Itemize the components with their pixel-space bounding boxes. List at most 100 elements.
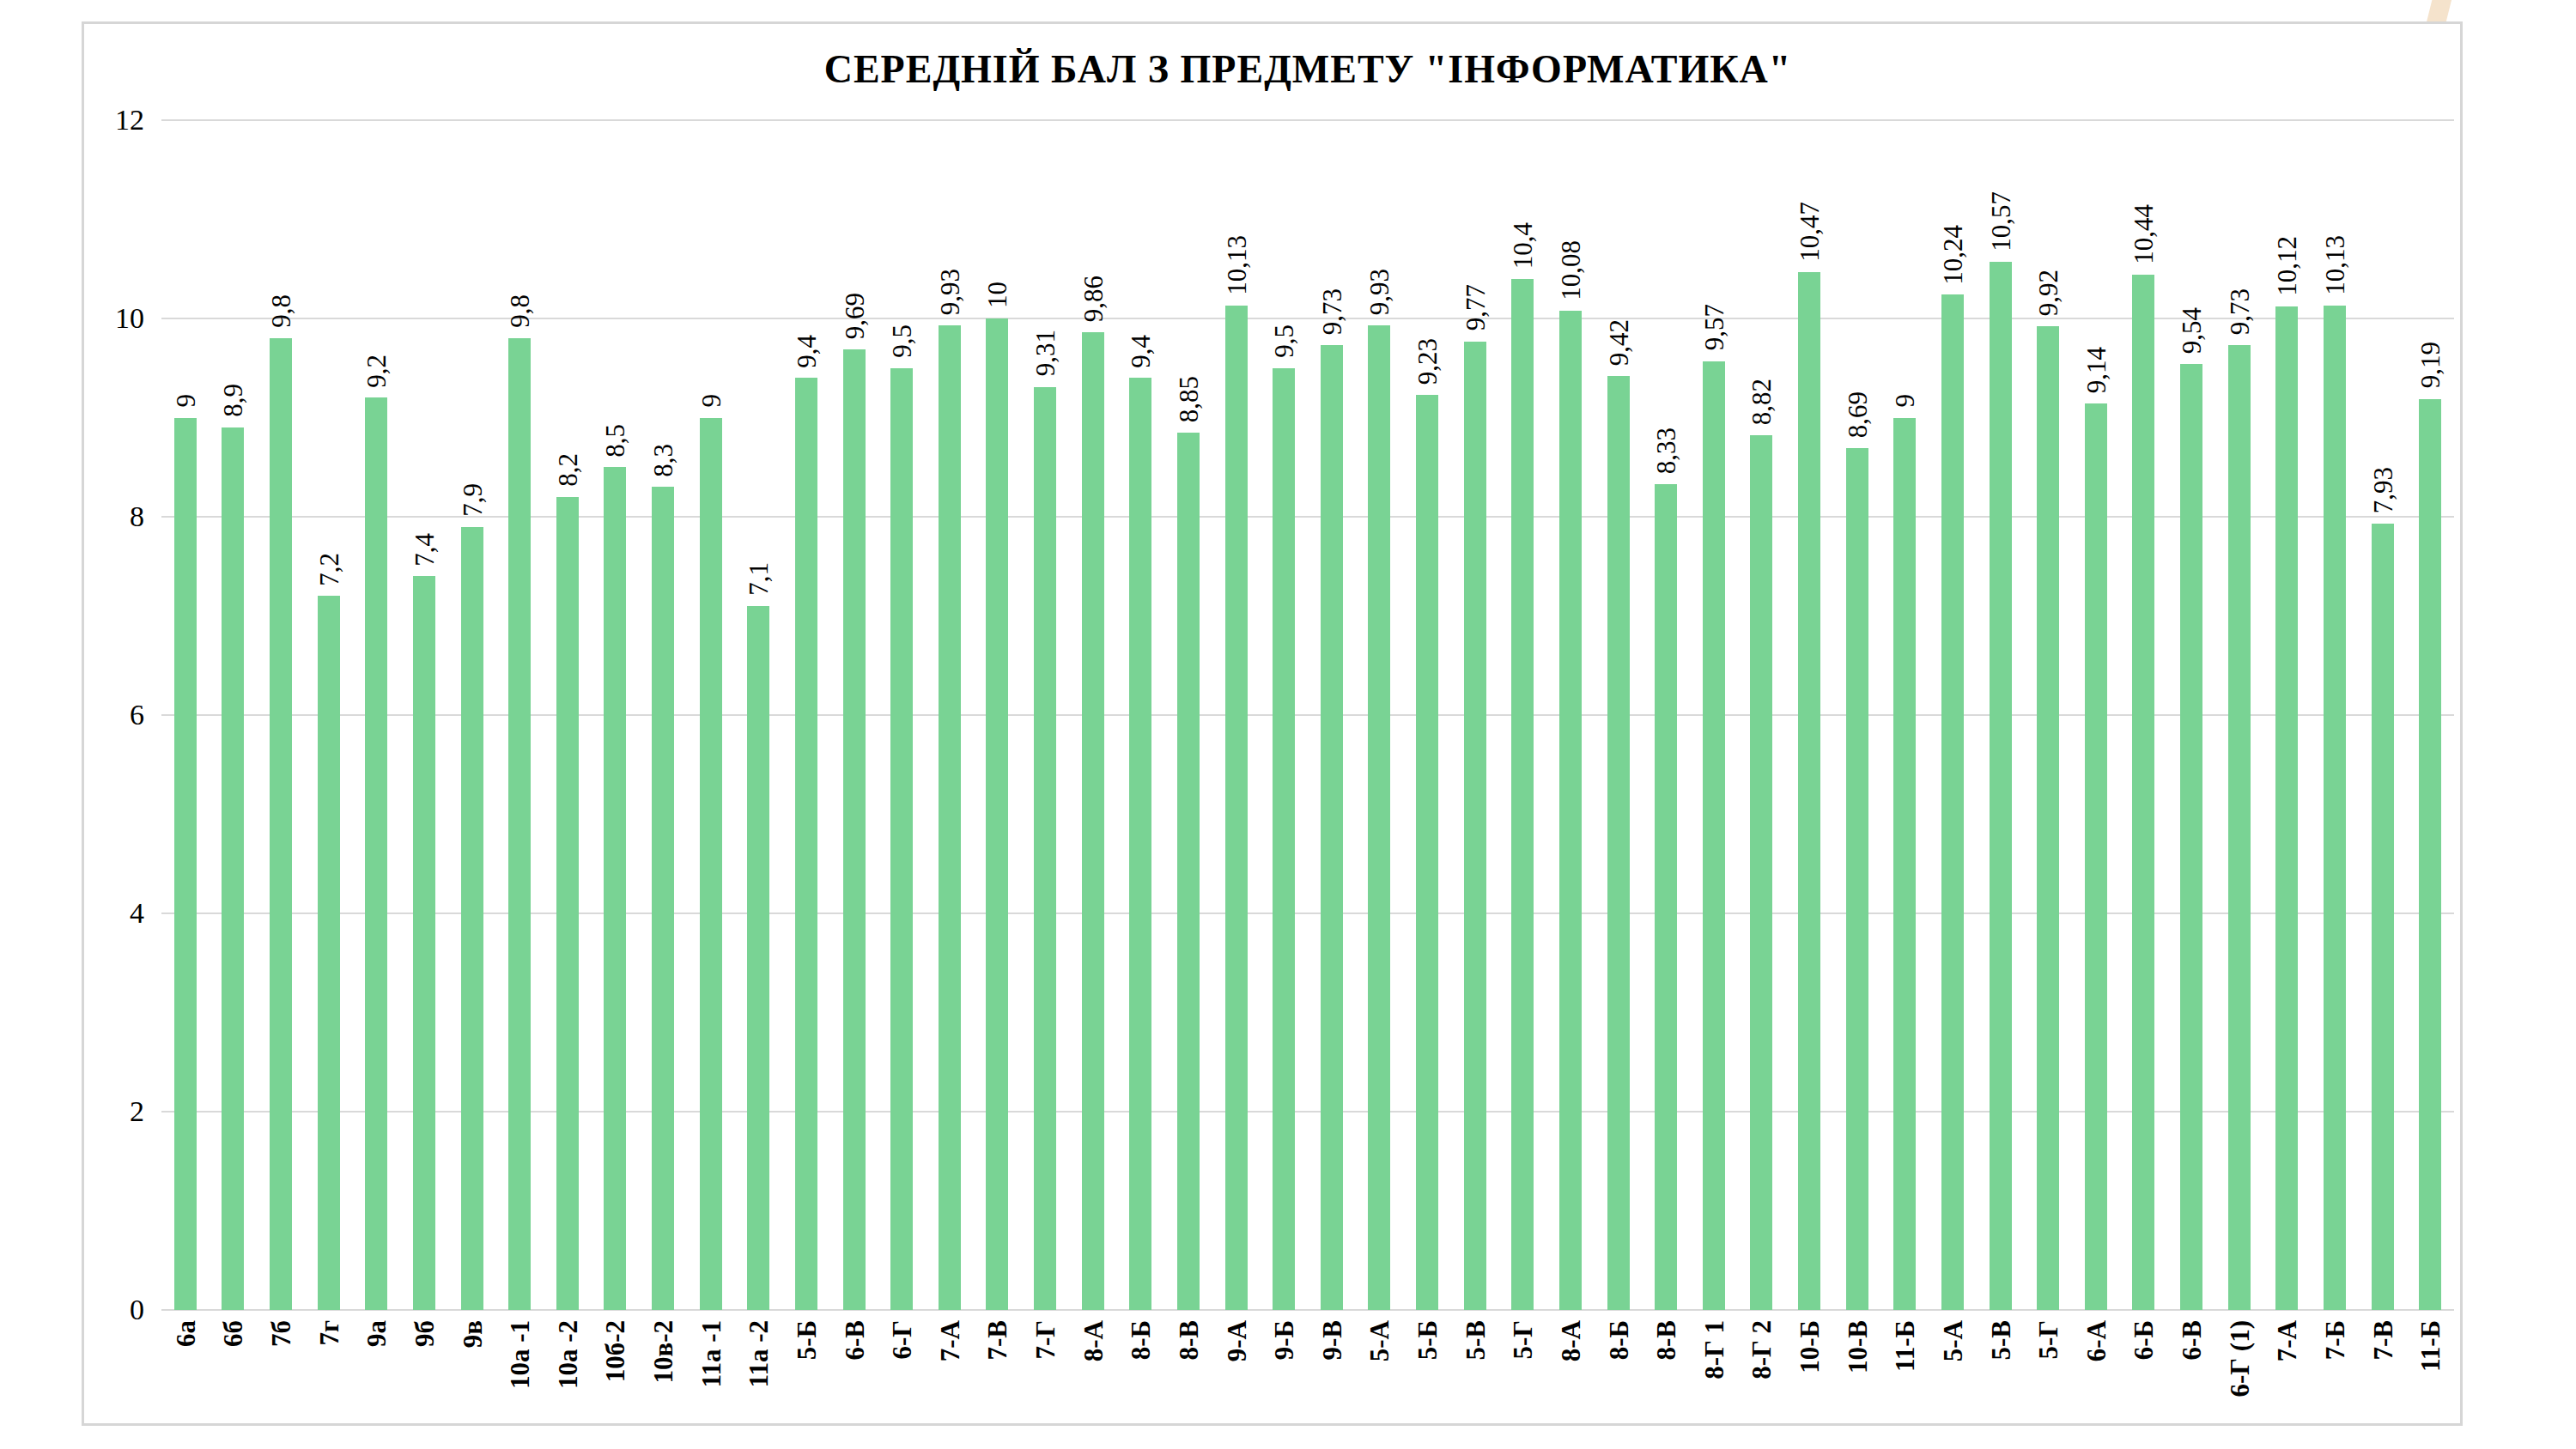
- bar-value-label: 10,13: [2321, 235, 2348, 295]
- x-axis-label: 6-А: [2082, 1320, 2109, 1361]
- x-axis-label: 10-В: [1844, 1320, 1870, 1373]
- bar-value-label: 10,08: [1557, 240, 1583, 300]
- bar-slot: 9,56-Г: [878, 120, 926, 1310]
- bar: [1846, 448, 1868, 1310]
- bar: [1941, 294, 1964, 1310]
- y-axis-tick-label: 2: [130, 1097, 144, 1126]
- bar-value-label: 9,2: [363, 355, 390, 388]
- bar: [365, 397, 387, 1310]
- bar-slot: 9,48-Б: [1117, 120, 1165, 1310]
- bar-value-label: 9: [1892, 394, 1918, 408]
- chart-title: СЕРЕДНІЙ БАЛ З ПРЕДМЕТУ "ІНФОРМАТИКА": [161, 46, 2454, 92]
- bar-value-label: 8,3: [650, 444, 677, 477]
- bar-slot: 9,925-Г: [2024, 120, 2072, 1310]
- bar-value-label: 8,9: [220, 384, 246, 417]
- bar-slot: 9,428-Б: [1595, 120, 1643, 1310]
- x-axis-label: 8-А: [1079, 1320, 1106, 1361]
- bar-slot: 911-Б: [1881, 120, 1929, 1310]
- bar: [1225, 306, 1248, 1310]
- bar: [1273, 368, 1295, 1310]
- bar-value-label: 8,85: [1175, 376, 1201, 422]
- x-axis-label: 6-В: [841, 1320, 867, 1361]
- bar: [1798, 272, 1820, 1310]
- bar: [1607, 376, 1630, 1310]
- bar: [1511, 279, 1534, 1310]
- bar: [222, 427, 244, 1310]
- bar: [986, 318, 1008, 1310]
- bar-value-label: 9,5: [1271, 324, 1297, 358]
- bar-value-label: 9,5: [889, 324, 915, 358]
- bar: [890, 368, 913, 1310]
- bar-slot: 10,088-А: [1546, 120, 1595, 1310]
- x-axis-label: 5-Г: [2035, 1320, 2062, 1360]
- bar-slot: 7,49б: [400, 120, 448, 1310]
- bar: [1990, 262, 2012, 1310]
- bar: [795, 378, 817, 1310]
- bar-value-label: 9,8: [507, 294, 533, 328]
- bar-slot: 8,96б: [210, 120, 258, 1310]
- bar-slot: 9,810а -1: [495, 120, 544, 1310]
- x-axis-label: 8-Б: [1605, 1320, 1631, 1360]
- bar-slot: 7,111а -2: [735, 120, 783, 1310]
- bar: [700, 418, 722, 1311]
- plot-area: 024681012 96а8,96б9,87б7,27г9,29а7,49б7,…: [161, 120, 2454, 1310]
- x-axis-label: 5-В: [1987, 1320, 2014, 1361]
- bar: [1177, 433, 1200, 1310]
- bar-value-label: 9,42: [1605, 319, 1631, 366]
- bar-value-label: 8,33: [1653, 427, 1680, 474]
- x-axis-label: 10в-2: [650, 1320, 677, 1384]
- bar: [1082, 332, 1104, 1310]
- y-axis-tick-label: 10: [115, 304, 144, 333]
- bar-slot: 10,446-Б: [2120, 120, 2168, 1310]
- x-axis-label: 11а -2: [745, 1320, 772, 1387]
- bar-slot: 8,338-В: [1642, 120, 1690, 1310]
- bar-value-label: 9,86: [1079, 276, 1106, 322]
- bar: [2275, 306, 2298, 1310]
- bar: [843, 349, 866, 1310]
- x-axis-label: 5-А: [1939, 1320, 1965, 1361]
- x-axis-label: 5-Б: [793, 1320, 819, 1360]
- x-axis-label: 7г: [315, 1320, 342, 1346]
- bar: [2419, 399, 2441, 1310]
- bar-slot: 10,45-Г: [1499, 120, 1547, 1310]
- bar: [1464, 342, 1486, 1310]
- x-axis-label: 11-Б: [1892, 1320, 1918, 1372]
- bar-slot: 9,935-А: [1356, 120, 1404, 1310]
- bar-value-label: 8,69: [1844, 391, 1870, 438]
- bar-value-label: 10,4: [1510, 222, 1536, 269]
- bar: [2085, 403, 2107, 1310]
- x-axis-label: 5-Г: [1510, 1320, 1536, 1360]
- x-axis-label: 5-А: [1366, 1320, 1393, 1361]
- x-axis-label: 5-Б: [1414, 1320, 1441, 1360]
- bar: [461, 527, 483, 1310]
- bar-value-label: 9,93: [1366, 269, 1393, 315]
- x-axis-label: 11-Б: [2417, 1320, 2444, 1372]
- bar: [1034, 387, 1056, 1310]
- x-axis-label: 9-Б: [1271, 1320, 1297, 1360]
- x-axis-label: 6-Б: [2130, 1320, 2157, 1360]
- bar-slot: 9,696-В: [830, 120, 878, 1310]
- x-axis-label: 7-Б: [2321, 1320, 2348, 1360]
- bar-value-label: 9,14: [2082, 347, 2109, 393]
- bar-value-label: 10: [984, 282, 1011, 308]
- bar-slot: 9,29а: [353, 120, 401, 1310]
- bar-slot: 7,99в: [448, 120, 496, 1310]
- bar: [2324, 306, 2346, 1310]
- bar-slot: 8,828-Г 2: [1738, 120, 1786, 1310]
- bar-slot: 107-В: [974, 120, 1022, 1310]
- bar: [652, 487, 674, 1310]
- bar-value-label: 9,19: [2417, 342, 2444, 388]
- chart-container: СЕРЕДНІЙ БАЛ З ПРЕДМЕТУ "ІНФОРМАТИКА" 02…: [82, 21, 2463, 1426]
- bar-value-label: 9,4: [793, 335, 819, 368]
- bar-slot: 9,739-В: [1308, 120, 1356, 1310]
- bar-slot: 96а: [161, 120, 210, 1310]
- bar-slot: 9,775-В: [1451, 120, 1499, 1310]
- bar-value-label: 9: [697, 394, 724, 408]
- bar: [1321, 345, 1343, 1310]
- bar-value-label: 9,77: [1461, 284, 1488, 330]
- bar-slot: 9,578-Г 1: [1690, 120, 1738, 1310]
- bar: [604, 467, 626, 1310]
- bar: [2037, 326, 2059, 1310]
- bar-value-label: 7,1: [745, 562, 772, 596]
- x-axis-label: 8-В: [1653, 1320, 1680, 1361]
